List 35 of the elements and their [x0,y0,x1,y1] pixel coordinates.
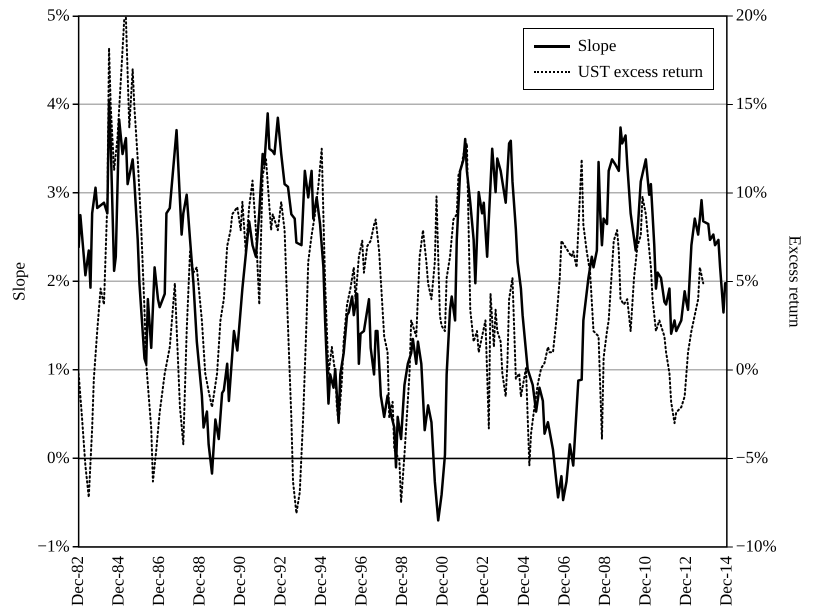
x-tick-label: Dec-98 [392,556,412,606]
x-tick-label: Dec-96 [352,556,371,606]
x-tick-label: Dec-02 [473,556,492,606]
x-tick-label: Dec-06 [554,556,574,606]
y2-axis-title: Excess return [785,235,804,328]
y-tick-label: −1% [37,536,70,556]
y2-tick-label: −10% [736,536,777,556]
y-tick-label: 3% [46,182,70,202]
y-tick-label: 4% [46,94,70,113]
legend-label: Slope [578,36,616,56]
y-tick-label: 2% [46,270,70,290]
x-tick-label: Dec-84 [108,555,128,606]
x-tick-label: Dec-88 [190,556,209,606]
x-tick-label: Dec-86 [149,556,168,606]
x-tick-label: Dec-94 [311,555,330,606]
y2-tick-label: 10% [736,182,768,202]
y-tick-label: 5% [46,5,70,24]
x-tick-label: Dec-00 [432,556,452,606]
y-axis-title: Slope [10,262,29,301]
x-tick-label: Dec-92 [270,556,290,606]
y2-tick-label: 15% [736,94,768,113]
x-tick-label: Dec-08 [594,556,614,606]
y2-tick-label: 0% [736,359,759,378]
y2-tick-label: 20% [736,5,768,24]
y-tick-label: 1% [46,359,70,378]
legend-label: UST excess return [578,62,703,82]
x-tick-label: Dec-90 [230,556,250,606]
x-tick-label: Dec-10 [635,556,654,606]
y2-tick-label: −5% [736,448,768,467]
y2-tick-label: 5% [736,270,759,290]
x-tick-label: Dec-14 [716,555,736,606]
x-tick-label: Dec-12 [676,556,695,606]
x-tick-label: Dec-82 [68,556,88,606]
y-tick-label: 0% [46,448,70,467]
x-tick-label: Dec-04 [514,555,533,606]
